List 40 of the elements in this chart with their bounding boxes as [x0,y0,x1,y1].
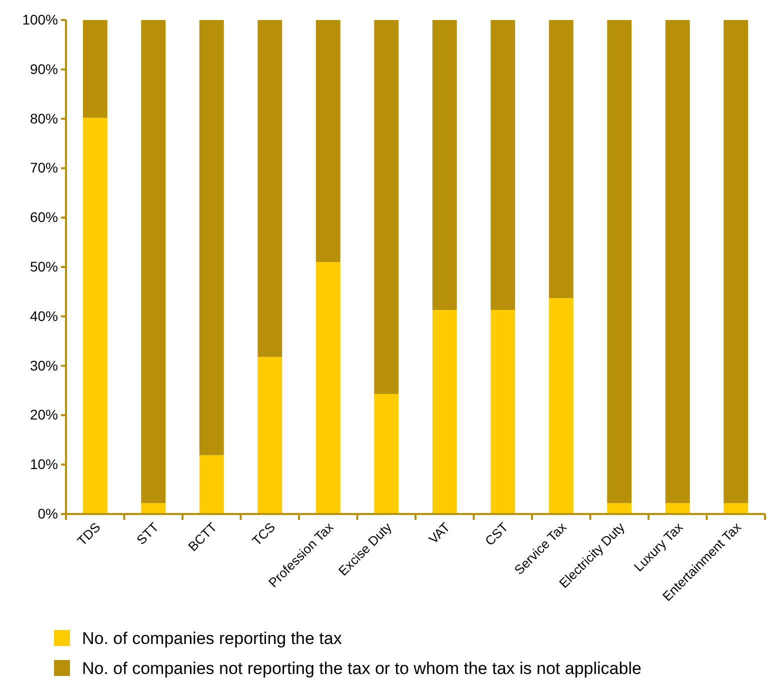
bar [141,503,166,514]
bar [665,20,690,504]
bar [432,20,457,310]
bar [724,20,748,504]
legend-label: No. of companies not reporting the tax or to whom the tax is not applicable [82,659,642,678]
x-tick-label: STT [134,519,162,548]
y-tick-label: 80% [30,110,58,126]
bar [724,503,748,514]
bar [432,310,457,514]
y-tick-label: 10% [30,456,58,472]
bar [316,20,340,262]
bar [374,394,399,514]
bar [199,455,224,514]
bar [607,20,632,504]
legend-label: No. of companies reporting the tax [82,629,342,648]
bar [82,20,108,118]
bar [548,20,574,298]
bar [548,298,574,514]
y-tick-label: 0% [38,505,58,522]
bar [82,118,108,514]
bar [316,262,340,514]
x-tick-label: TDS [74,519,104,549]
y-tick-label: 20% [30,406,58,423]
y-tick-label: 30% [30,357,58,374]
bar [141,20,166,504]
y-tick-label: 40% [30,308,58,324]
bar [258,20,282,357]
bar [199,20,224,456]
bar [490,20,516,310]
bar [665,503,690,514]
bar [490,310,516,514]
y-tick-label: 60% [30,209,58,226]
bar [607,503,632,514]
y-tick-label: 90% [30,60,58,77]
y-tick-label: 100% [22,11,58,28]
x-tick-label: VAT [426,519,453,547]
y-tick-label: 50% [30,258,58,274]
bar [374,20,399,394]
y-tick-label: 70% [30,160,58,176]
bar [258,356,282,514]
